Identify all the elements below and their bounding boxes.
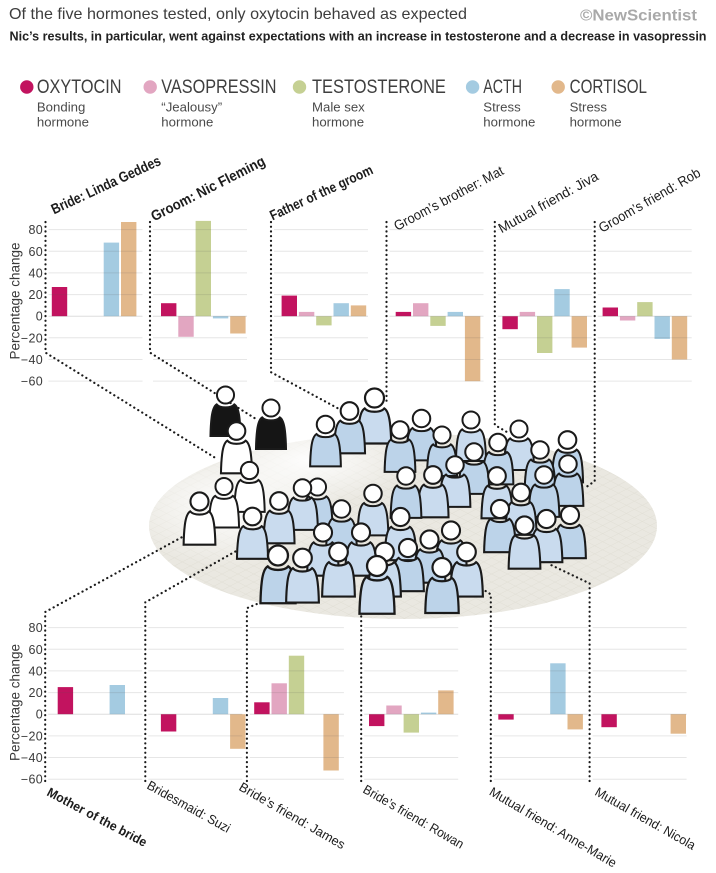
svg-text:Percentage change: Percentage change	[8, 644, 23, 761]
svg-text:20: 20	[28, 288, 43, 302]
svg-text:Of the five hormones tested, o: Of the five hormones tested, only oxytoc…	[9, 6, 467, 23]
svg-text:VASOPRESSIN: VASOPRESSIN	[161, 77, 276, 98]
svg-text:“Jealousy”: “Jealousy”	[161, 100, 222, 115]
svg-text:40: 40	[28, 266, 43, 280]
svg-text:−20: −20	[21, 331, 43, 345]
svg-text:20: 20	[28, 686, 43, 700]
svg-text:TESTOSTERONE: TESTOSTERONE	[312, 77, 446, 98]
svg-text:OXYTOCIN: OXYTOCIN	[37, 77, 122, 98]
svg-text:hormone: hormone	[483, 115, 535, 130]
svg-text:−40: −40	[21, 751, 43, 765]
svg-text:−40: −40	[21, 353, 43, 367]
svg-text:Stress: Stress	[570, 100, 608, 115]
svg-text:ACTH: ACTH	[483, 77, 522, 98]
svg-text:Bonding: Bonding	[37, 100, 85, 115]
svg-text:hormone: hormone	[312, 115, 364, 130]
svg-text:60: 60	[28, 643, 43, 657]
svg-text:−60: −60	[21, 375, 43, 389]
svg-text:−60: −60	[21, 773, 43, 787]
svg-text:40: 40	[28, 664, 43, 678]
svg-text:hormone: hormone	[37, 115, 89, 130]
svg-text:Stress: Stress	[483, 100, 521, 115]
svg-text:80: 80	[28, 621, 43, 635]
svg-text:Male sex: Male sex	[312, 100, 365, 115]
svg-text:0: 0	[36, 708, 43, 722]
svg-text:hormone: hormone	[161, 115, 213, 130]
svg-text:60: 60	[28, 245, 43, 259]
svg-text:©NewScientist: ©NewScientist	[580, 8, 698, 25]
svg-text:CORTISOL: CORTISOL	[570, 77, 647, 98]
svg-text:Percentage change: Percentage change	[8, 242, 23, 359]
svg-text:−20: −20	[21, 729, 43, 743]
svg-text:0: 0	[36, 310, 43, 324]
svg-text:hormone: hormone	[570, 115, 622, 130]
svg-text:Nic’s results, in particular,: Nic’s results, in particular, went again…	[10, 29, 707, 44]
svg-text:80: 80	[28, 223, 43, 237]
